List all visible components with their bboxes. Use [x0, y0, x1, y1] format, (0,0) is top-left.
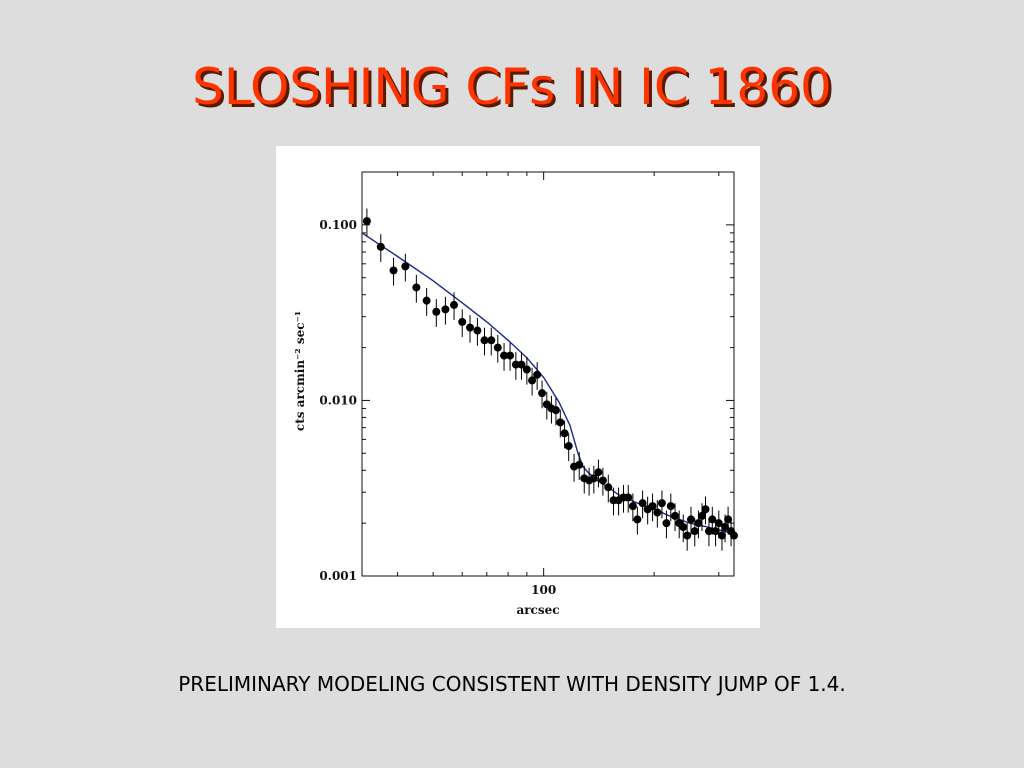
data-point	[560, 429, 569, 438]
data-point	[441, 305, 450, 314]
data-point	[598, 476, 607, 485]
data-point	[687, 515, 696, 524]
data-point	[412, 283, 421, 292]
data-point	[694, 519, 703, 528]
data-point	[517, 360, 526, 369]
data-point	[389, 266, 398, 275]
model-line	[361, 232, 735, 534]
data-point	[717, 531, 726, 540]
data-point	[376, 242, 385, 251]
data-point	[657, 499, 666, 508]
plot-axes	[361, 171, 735, 577]
data-point	[628, 502, 637, 511]
data-point	[653, 508, 662, 517]
data-point	[666, 502, 675, 511]
data-point	[362, 217, 371, 226]
chart-panel: 0.001 0.010 0.100 100 arcsec cts arcmin⁻² s…	[276, 146, 760, 628]
data-point	[671, 511, 680, 520]
y-tick-label: 0.100	[319, 218, 357, 232]
data-point	[704, 527, 713, 536]
data-point	[589, 474, 598, 483]
data-point	[714, 519, 723, 528]
data-point	[473, 326, 482, 335]
model-line-group	[361, 232, 735, 534]
data-point	[648, 502, 657, 511]
data-point	[465, 323, 474, 332]
data-point	[422, 296, 431, 305]
data-point	[721, 523, 730, 532]
data-point	[551, 406, 560, 415]
data-point	[522, 365, 531, 374]
x-axis-label: arcsec	[516, 603, 559, 617]
data-point	[604, 483, 613, 492]
tick-labels: 0.001 0.010 0.100 100	[319, 218, 556, 597]
data-point	[500, 351, 509, 360]
data-point	[480, 336, 489, 345]
slide-caption: PRELIMINARY MODELING CONSISTENT WITH DEN…	[178, 672, 846, 696]
data-point	[458, 317, 467, 326]
x-tick-label: 100	[531, 583, 556, 597]
plot-frame	[361, 171, 735, 577]
data-point	[662, 519, 671, 528]
data-point	[701, 505, 710, 514]
data-point	[683, 531, 692, 540]
data-point	[708, 515, 717, 524]
data-point	[724, 515, 733, 524]
data-point	[564, 442, 573, 451]
profile-chart: 0.001 0.010 0.100 100 arcsec cts arcmin⁻² s…	[293, 171, 738, 617]
data-point	[690, 527, 699, 536]
data-point	[679, 523, 688, 532]
data-point	[506, 351, 515, 360]
data-point	[511, 360, 520, 369]
y-tick-label: 0.010	[319, 393, 357, 407]
data-point	[487, 336, 496, 345]
data-point	[638, 499, 647, 508]
data-point	[698, 511, 707, 520]
data-point	[624, 493, 633, 502]
data-point	[533, 370, 542, 379]
data-point	[633, 515, 642, 524]
data-point	[556, 418, 565, 427]
data-point	[575, 460, 584, 469]
data-point	[450, 300, 459, 309]
data-point	[594, 468, 603, 477]
y-axis-label: cts arcmin⁻² sec⁻¹	[293, 311, 307, 431]
data-point	[730, 531, 738, 540]
data-point	[432, 307, 441, 316]
data-points-group	[362, 208, 738, 551]
data-point	[528, 376, 537, 385]
data-point	[401, 262, 410, 271]
y-tick-label: 0.001	[319, 569, 357, 583]
slide-title: SLOSHING CFs IN IC 1860	[192, 58, 832, 116]
data-point	[493, 343, 502, 352]
data-point	[538, 389, 547, 398]
data-point	[711, 527, 720, 536]
